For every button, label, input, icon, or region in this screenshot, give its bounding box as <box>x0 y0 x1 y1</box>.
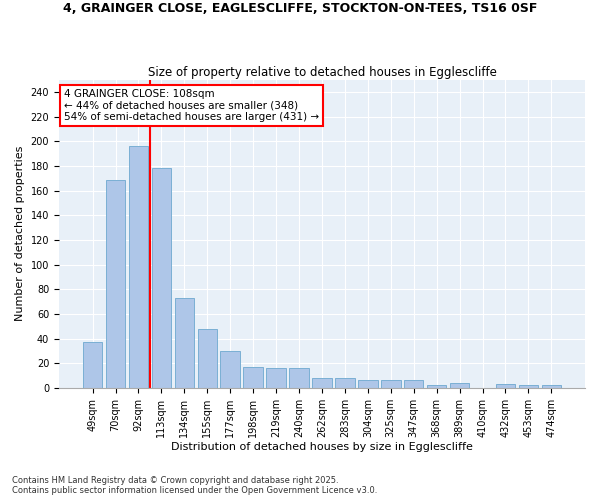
Bar <box>450 383 469 388</box>
Bar <box>496 384 515 388</box>
Bar <box>83 342 103 388</box>
Bar <box>152 168 171 388</box>
Bar <box>427 386 446 388</box>
Bar <box>404 380 424 388</box>
X-axis label: Distribution of detached houses by size in Egglescliffe: Distribution of detached houses by size … <box>171 442 473 452</box>
Bar <box>266 368 286 388</box>
Bar <box>220 351 240 388</box>
Bar <box>358 380 377 388</box>
Text: Contains HM Land Registry data © Crown copyright and database right 2025.
Contai: Contains HM Land Registry data © Crown c… <box>12 476 377 495</box>
Bar <box>312 378 332 388</box>
Bar <box>289 368 309 388</box>
Title: Size of property relative to detached houses in Egglescliffe: Size of property relative to detached ho… <box>148 66 496 78</box>
Bar <box>128 146 148 388</box>
Bar <box>197 328 217 388</box>
Bar <box>542 386 561 388</box>
Bar <box>244 367 263 388</box>
Bar <box>335 378 355 388</box>
Bar <box>175 298 194 388</box>
Text: 4, GRAINGER CLOSE, EAGLESCLIFFE, STOCKTON-ON-TEES, TS16 0SF: 4, GRAINGER CLOSE, EAGLESCLIFFE, STOCKTO… <box>63 2 537 16</box>
Bar <box>381 380 401 388</box>
Text: 4 GRAINGER CLOSE: 108sqm
← 44% of detached houses are smaller (348)
54% of semi-: 4 GRAINGER CLOSE: 108sqm ← 44% of detach… <box>64 89 319 122</box>
Bar <box>518 386 538 388</box>
Y-axis label: Number of detached properties: Number of detached properties <box>15 146 25 322</box>
Bar <box>106 180 125 388</box>
